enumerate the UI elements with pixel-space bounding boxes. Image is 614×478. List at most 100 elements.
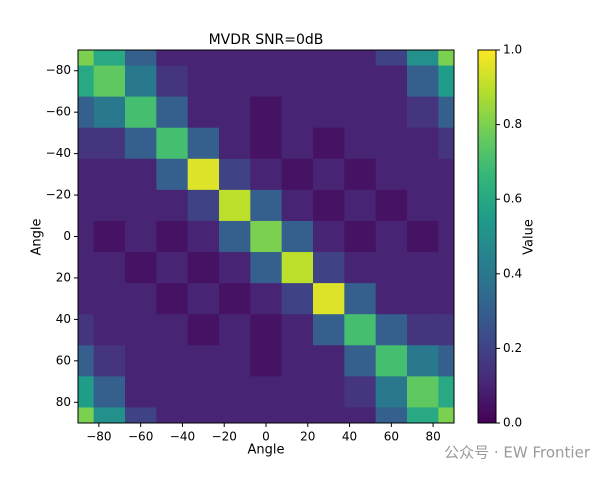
heatmap-cell: [438, 50, 455, 67]
heatmap-cell: [125, 96, 157, 129]
heatmap-cell: [407, 50, 439, 67]
y-tick-label: −80: [46, 63, 71, 77]
heatmap-cell: [438, 345, 455, 377]
heatmap-cell: [156, 220, 189, 253]
heatmap-cell: [250, 220, 283, 253]
heatmap-cell: [407, 96, 439, 129]
heatmap-cell: [344, 252, 377, 284]
heatmap-cell: [438, 252, 455, 284]
heatmap-cell: [125, 158, 157, 191]
heatmap-cell: [438, 65, 455, 98]
heatmap-cell: [281, 345, 314, 377]
heatmap-cell: [344, 283, 377, 315]
heatmap-cell: [125, 127, 157, 160]
heatmap-cell: [156, 283, 189, 315]
colorbar-tick-label: 0.6: [503, 192, 522, 206]
heatmap-cell: [313, 345, 345, 377]
heatmap-cell: [219, 127, 251, 160]
heatmap-cell: [313, 376, 345, 408]
heatmap-cell: [407, 127, 439, 160]
heatmap-cell: [93, 345, 126, 377]
heatmap-cell: [313, 407, 345, 424]
x-tick-label: −20: [212, 430, 237, 444]
heatmap-cell: [313, 189, 345, 222]
heatmap-cell: [78, 50, 95, 67]
heatmap-cell: [313, 96, 345, 129]
heatmap-cell: [78, 252, 95, 284]
heatmap-cell: [407, 158, 439, 191]
heatmap-cell: [187, 158, 220, 191]
heatmap-cell: [125, 65, 157, 98]
heatmap-cell: [250, 96, 283, 129]
heatmap-cell: [281, 314, 314, 346]
heatmap-cell: [438, 220, 455, 253]
heatmap-cell: [125, 50, 157, 67]
heatmap-cell: [156, 50, 189, 67]
heatmap-cell: [78, 127, 95, 160]
heatmap-cell: [219, 158, 251, 191]
heatmap-cell: [438, 189, 455, 222]
heatmap-cell: [344, 189, 377, 222]
heatmap-cell: [187, 283, 220, 315]
x-tick-label: 20: [300, 430, 315, 444]
heatmap-cell: [375, 345, 408, 377]
heatmap-cell: [125, 283, 157, 315]
heatmap-cell: [78, 283, 95, 315]
heatmap-cell: [250, 376, 283, 408]
heatmap-cell: [156, 376, 189, 408]
heatmap-cell: [281, 252, 314, 284]
heatmap-cell: [78, 407, 95, 424]
x-tick-label: −80: [86, 430, 111, 444]
x-tick-label: −40: [170, 430, 195, 444]
heatmap-cell: [219, 50, 251, 67]
heatmap-cell: [187, 50, 220, 67]
heatmap-cell: [344, 314, 377, 346]
heatmap-cell: [313, 220, 345, 253]
heatmap-cell: [219, 220, 251, 253]
heatmap-cell: [187, 252, 220, 284]
colorbar-tick-label: 0.0: [503, 416, 522, 430]
heatmap-cell: [156, 127, 189, 160]
chart-title: MVDR SNR=0dB: [209, 32, 324, 48]
heatmap-cell: [438, 314, 455, 346]
heatmap-cell: [93, 127, 126, 160]
heatmap-cell: [93, 314, 126, 346]
y-axis-label: Angle: [30, 219, 45, 256]
heatmap-cell: [344, 376, 377, 408]
heatmap-cell: [281, 65, 314, 98]
heatmap-cell: [281, 50, 314, 67]
heatmap-cell: [78, 220, 95, 253]
x-tick-label: 60: [384, 430, 399, 444]
heatmap-cell: [156, 252, 189, 284]
colorbar-tick-label: 1.0: [503, 43, 522, 57]
heatmap-cell: [250, 252, 283, 284]
heatmap-cell: [219, 189, 251, 222]
heatmap-cell: [375, 376, 408, 408]
heatmap-cell: [156, 96, 189, 129]
heatmap-cell: [281, 376, 314, 408]
x-tick-label: 80: [425, 430, 440, 444]
heatmap-cell: [281, 189, 314, 222]
heatmap-cell: [156, 189, 189, 222]
heatmap-cell: [375, 407, 408, 424]
heatmap-cell: [219, 407, 251, 424]
heatmap-cell: [313, 65, 345, 98]
heatmap-cell: [313, 50, 345, 67]
heatmap-cell: [78, 65, 95, 98]
heatmap-cell: [219, 345, 251, 377]
colorbar-tick-label: 0.8: [503, 117, 522, 131]
heatmap-cell: [344, 158, 377, 191]
heatmap-cell: [78, 158, 95, 191]
heatmap-cell: [156, 158, 189, 191]
y-tick-label: −60: [46, 105, 71, 119]
heatmap-cell: [407, 252, 439, 284]
heatmap-cell: [407, 220, 439, 253]
heatmap-cell: [125, 189, 157, 222]
heatmap-cell: [281, 96, 314, 129]
heatmap-cell: [125, 345, 157, 377]
x-axis-label: Angle: [248, 443, 285, 458]
heatmap-cell: [187, 127, 220, 160]
y-tick-label: −20: [46, 188, 71, 202]
watermark: 公众号 · EW Frontier: [444, 444, 591, 462]
heatmap-cell: [281, 283, 314, 315]
